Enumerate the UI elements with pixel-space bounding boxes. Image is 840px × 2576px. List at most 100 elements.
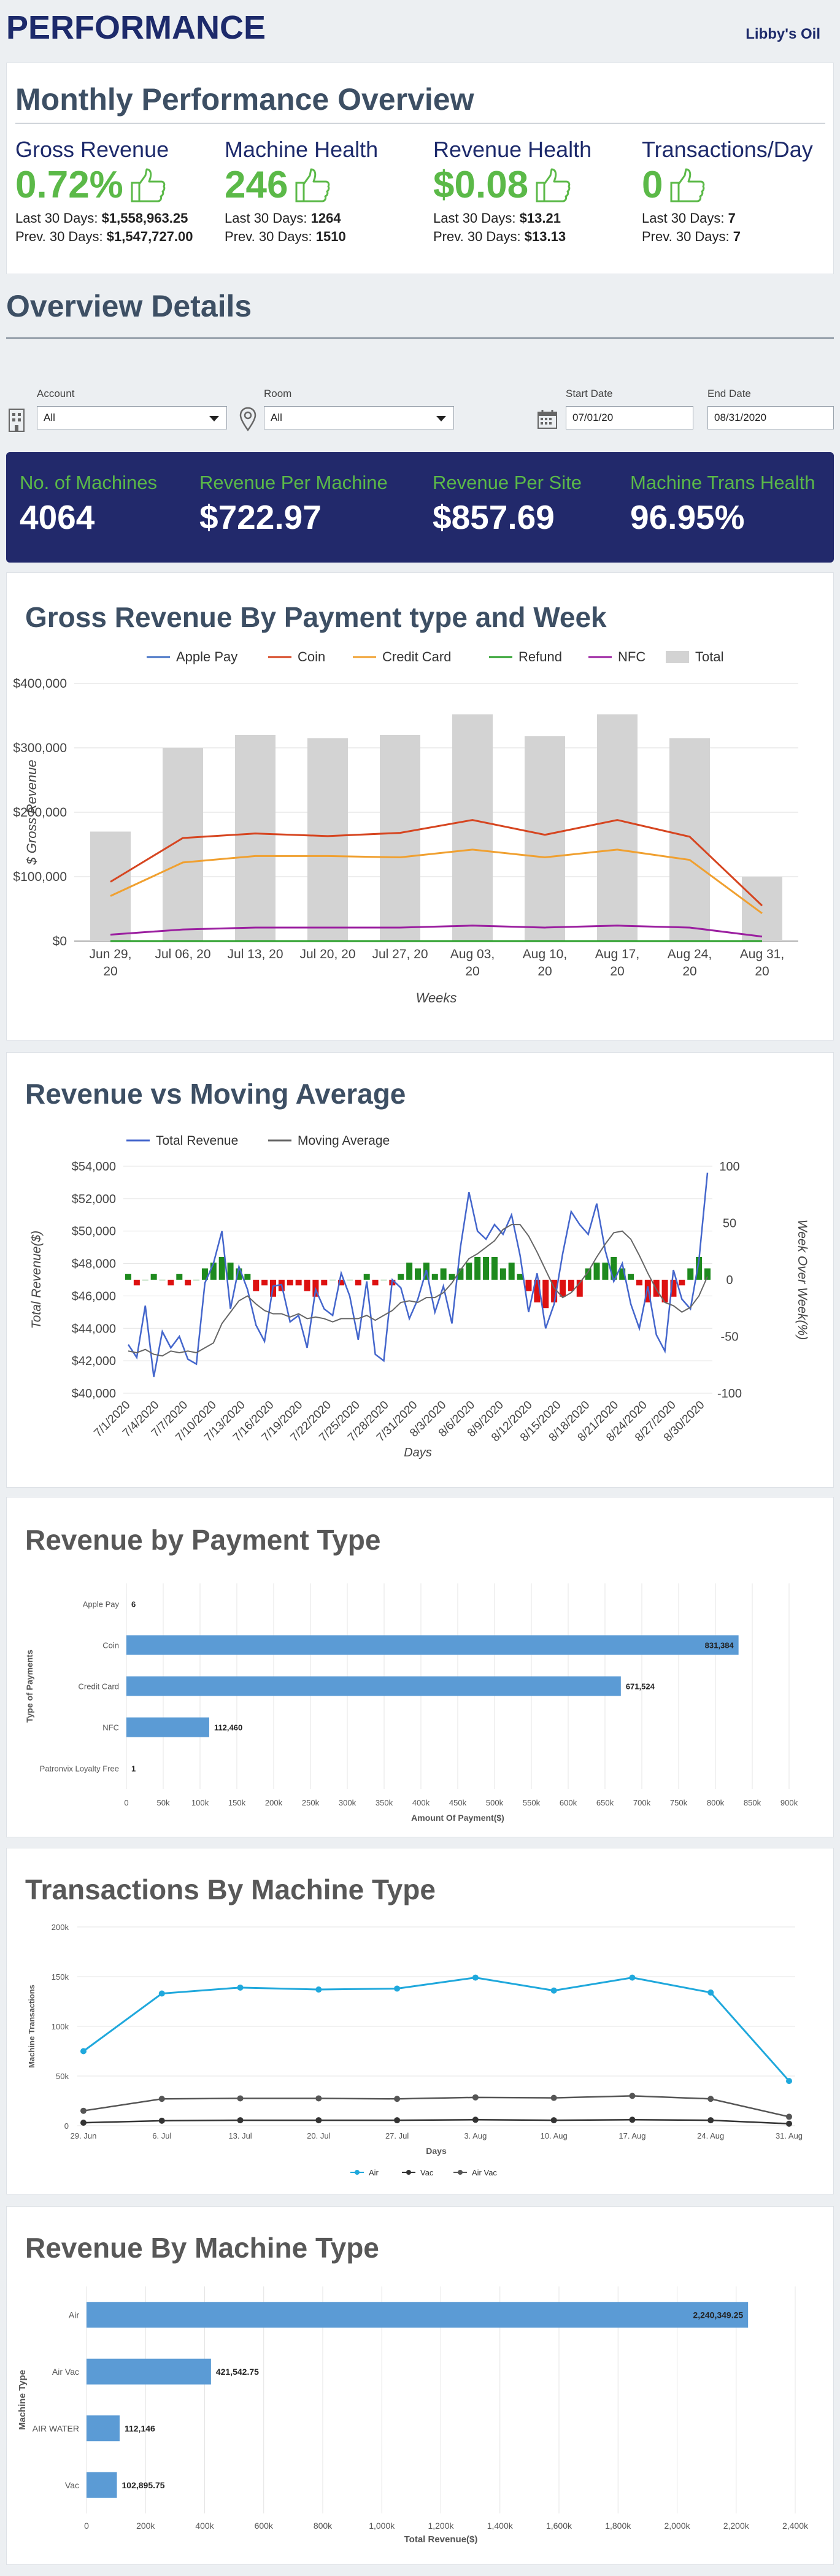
y-axis-title: $ Gross Revenue [24,759,39,865]
y2-tick-label: -50 [721,1331,739,1344]
room-select[interactable]: All [264,406,454,429]
account-select[interactable]: All [37,406,227,429]
bar-total [380,735,420,941]
y-tick-label: $54,000 [72,1160,116,1174]
data-label: 1 [131,1764,136,1774]
series-point [707,2117,714,2124]
divider [15,123,825,124]
y-tick-label: Apple Pay [83,1600,120,1609]
kpi-last: Last 30 Days: 7 [642,210,736,226]
series-point [707,1989,714,1996]
wow-bar [679,1280,685,1286]
wow-bar [644,1280,651,1302]
revenue-moving-avg-card: Revenue vs Moving Average Total Revenue M… [6,1052,834,1488]
wow-bar [236,1268,242,1280]
thumbs-up-icon [295,168,330,202]
x-tick-label: 13. Jul [228,2131,252,2140]
x-tick-label: 300k [339,1798,356,1807]
data-label: 6 [131,1600,136,1609]
series-line [83,2119,790,2125]
x-tick-label: 20 [103,964,117,978]
series-line [110,848,763,915]
x-tick-label: 1,000k [369,2521,395,2531]
summary-value: $857.69 [433,498,555,536]
x-tick-label: 100k [191,1798,209,1807]
wow-bar [363,1274,370,1280]
x-tick-label: 400k [195,2521,214,2531]
wow-bar [321,1280,328,1286]
x-tick-label: Aug 31, [740,947,784,961]
y-tick-label: Air [69,2310,79,2320]
series-point [237,2117,244,2124]
summary-label: Revenue Per Site [433,472,582,493]
chart-title: Revenue by Payment Type [25,1524,381,1556]
series-point [158,2096,165,2102]
bar [126,1676,621,1696]
data-label: 112,460 [214,1723,242,1732]
revenue-moving-avg-chart: Total Revenue Moving Average $40,000 $42,00… [29,1134,809,1459]
app-header: PERFORMANCE Libby's Oil [0,0,840,58]
x-tick-label: 1,200k [428,2521,454,2531]
series-point [472,1974,479,1981]
wow-bar [534,1280,541,1302]
y-tick-label: NFC [102,1723,119,1732]
wow-bar [483,1257,490,1280]
series-point [629,1974,636,1981]
y-tick-label: $48,000 [72,1258,116,1271]
bar-total [452,714,493,941]
legend-marker [458,2170,463,2175]
series-point [158,1990,165,1997]
wow-bar [499,1268,506,1280]
x-axis-title: Amount Of Payment($) [411,1813,504,1823]
x-tick-label: 2,400k [782,2521,809,2531]
y2-axis-title: Week Over Week(%) [795,1220,809,1340]
monthly-title: Monthly Performance Overview [15,82,474,117]
series-point [550,1987,557,1994]
series-line [127,1172,709,1377]
bar-total [742,877,782,941]
x-axis-title: Days [404,1446,432,1459]
room-label: Room [264,388,292,399]
wow-bar [602,1263,609,1280]
gross-revenue-chart: Apple Pay Coin Credit Card Refund NFC Total $0… [13,649,798,1005]
summary-value: 96.95% [630,498,745,536]
x-tick-label: 0 [84,2521,89,2531]
x-tick-label: 650k [596,1798,614,1807]
wow-bar [261,1280,268,1286]
wow-bar [466,1263,472,1280]
summary-label: Machine Trans Health [630,472,815,493]
legend-label: Credit Card [382,649,451,664]
series-line [83,2095,790,2118]
bar-total [525,736,565,941]
x-tick-label: 20 [610,964,624,978]
series-point [80,2048,87,2055]
bar [87,2358,211,2385]
x-tick-label: 0 [124,1798,128,1807]
start-date-input[interactable]: 07/01/20 [566,406,693,429]
x-axis-title: Weeks [416,990,457,1005]
data-label: 831,384 [705,1641,734,1650]
legend-label: Moving Average [298,1134,390,1148]
x-tick-label: Jul 27, 20 [372,947,428,961]
room-select-value: All [271,412,282,423]
series-point [237,1984,244,1991]
x-tick-label: 1,800k [605,2521,631,2531]
y2-tick-label: -100 [717,1387,742,1401]
series-point [472,2117,479,2123]
kpi-label: Revenue Health [433,137,592,162]
bar [87,2415,120,2442]
y-tick-label: Air Vac [52,2367,79,2377]
transactions-machine-type-chart: 0 50k 100k 150k 200k 29. Jun 6. Jul 13. Jul 20. … [27,1923,803,2177]
bar-total [163,748,203,941]
series-point [394,2117,401,2124]
series-point [394,2096,401,2102]
kpi-prev: Prev. 30 Days: 7 [642,229,741,244]
wow-bar [355,1280,361,1286]
x-tick-label: 600k [560,1798,577,1807]
y-tick-label: Credit Card [79,1682,119,1691]
kpi-prev: Prev. 30 Days: $13.13 [433,229,566,244]
kpi-label: Gross Revenue [15,137,169,162]
x-tick-label: Aug 24, [668,947,712,961]
x-tick-label: 20 [755,964,769,978]
end-date-input[interactable]: 08/31/2020 [707,406,834,429]
